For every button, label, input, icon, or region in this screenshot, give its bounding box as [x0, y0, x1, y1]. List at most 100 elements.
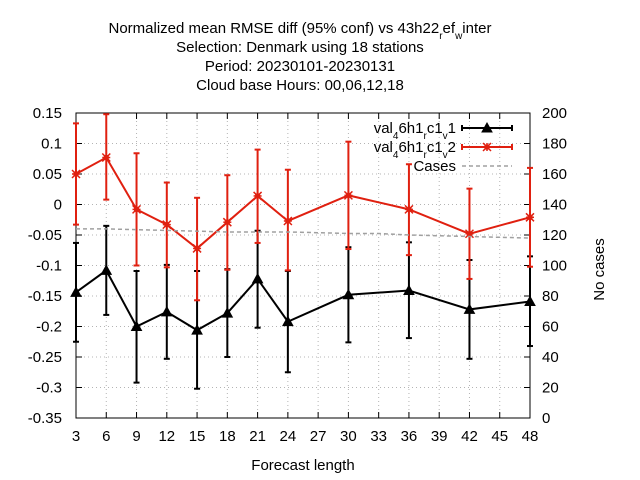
legend-label: Cases — [413, 158, 456, 175]
y2-tick-label: 120 — [542, 227, 567, 244]
data-point — [222, 217, 232, 227]
data-point — [282, 315, 294, 327]
y2-tick-label: 100 — [542, 258, 567, 275]
marker-core — [484, 144, 490, 150]
data-point — [192, 243, 202, 253]
y2-axis-label: No cases — [591, 238, 608, 301]
y-tick-label: 0.15 — [33, 105, 62, 122]
data-point — [482, 142, 492, 152]
data-point — [162, 220, 172, 230]
x-tick-label: 24 — [280, 428, 297, 445]
y2-tick-label: 60 — [542, 319, 559, 336]
y-tick-label: -0.35 — [28, 410, 62, 427]
data-point — [70, 286, 82, 297]
marker-core — [224, 219, 230, 225]
data-point — [160, 305, 173, 317]
marker-core — [406, 206, 412, 212]
data-point — [221, 307, 234, 318]
title-line: Selection: Denmark using 18 stations — [176, 39, 424, 56]
data-point — [343, 190, 353, 200]
y-tick-label: 0.1 — [41, 136, 62, 153]
data-point — [463, 303, 476, 314]
y-tick-label: -0.25 — [28, 349, 62, 366]
y-tick-label: -0.05 — [28, 227, 62, 244]
marker-core — [194, 245, 200, 251]
y2-tick-labels: 0 20 40 60 80 100 120 140 160 180 200 — [542, 105, 567, 427]
data-point — [100, 264, 113, 275]
marker-core — [527, 214, 533, 220]
title-line: Period: 20230101-20230131 — [205, 58, 395, 75]
x-tick-label: 30 — [340, 428, 357, 445]
y-tick-label: -0.2 — [36, 319, 62, 336]
y2-tick-label: 180 — [542, 136, 567, 153]
series-val-46h1-rc1-v1 — [70, 224, 536, 390]
x-tick-label: 15 — [189, 428, 206, 445]
marker-core — [103, 155, 109, 161]
x-tick-label: 6 — [102, 428, 110, 445]
x-tick-label: 36 — [401, 428, 418, 445]
title-line: Normalized mean RMSE diff (95% conf) vs … — [109, 20, 492, 42]
y-tick-label: 0.05 — [33, 166, 62, 183]
data-point — [132, 204, 142, 214]
data-point — [71, 169, 81, 179]
marker-core — [466, 231, 472, 237]
data-point — [481, 121, 493, 133]
y2-tick-label: 80 — [542, 288, 559, 305]
data-point — [403, 284, 415, 296]
x-tick-label: 3 — [72, 428, 80, 445]
data-point — [130, 320, 143, 331]
data-point — [253, 191, 263, 201]
series-line — [75, 268, 531, 332]
marker-core — [134, 206, 140, 212]
x-tick-label: 33 — [370, 428, 387, 445]
marker-core — [285, 218, 291, 224]
data-point — [404, 204, 414, 214]
marker-core — [255, 193, 261, 199]
data-point — [101, 152, 111, 163]
x-tick-label: 12 — [158, 428, 175, 445]
y2-tick-label: 140 — [542, 197, 567, 214]
marker-core — [73, 171, 79, 177]
x-tick-label: 18 — [219, 428, 236, 445]
y2-tick-label: 160 — [542, 166, 567, 183]
legend-label: val46h1rc1v1 — [374, 120, 456, 142]
marker-core — [164, 222, 170, 228]
grid — [75, 112, 531, 419]
x-tick-label: 21 — [249, 428, 266, 445]
y-tick-label: -0.1 — [36, 258, 62, 275]
data-point — [191, 324, 203, 335]
data-point — [251, 272, 264, 284]
data-point — [525, 212, 535, 222]
x-tick-labels: 3 6 9 12 15 18 21 24 27 30 33 36 39 42 45 48 — [72, 428, 539, 445]
y2-tick-label: 40 — [542, 349, 559, 366]
series-cases — [76, 228, 531, 239]
y-tick-label: -0.3 — [36, 380, 62, 397]
chart-title: Normalized mean RMSE diff (95% conf) vs … — [109, 20, 492, 94]
data-point — [283, 216, 293, 226]
y2-tick-label: 20 — [542, 380, 559, 397]
data-point — [524, 295, 536, 306]
y-tick-label: -0.15 — [28, 288, 62, 305]
x-tick-label: 48 — [522, 428, 539, 445]
y2-tick-label: 200 — [542, 105, 567, 122]
y-tick-labels: -0.35 -0.3 -0.25 -0.2 -0.15 -0.1 -0.05 0 0.05 0.1… — [28, 105, 62, 427]
legend-label: val46h1rc1v2 — [374, 139, 456, 161]
x-tick-label: 27 — [310, 428, 327, 445]
x-tick-label: 39 — [431, 428, 448, 445]
series-val-46h1-rc1-v2 — [71, 113, 535, 302]
axis-ticks — [75, 112, 531, 419]
series-layer — [70, 113, 536, 390]
x-tick-label: 9 — [132, 428, 140, 445]
marker-core — [345, 192, 351, 198]
x-axis-label: Forecast length — [251, 457, 354, 474]
data-point — [342, 288, 355, 300]
series-line — [76, 228, 531, 239]
y-tick-label: 0 — [54, 197, 62, 214]
x-tick-label: 45 — [491, 428, 508, 445]
x-tick-label: 42 — [461, 428, 478, 445]
series-line — [75, 156, 531, 250]
y2-tick-label: 0 — [542, 410, 550, 427]
title-line: Cloud base Hours: 00,06,12,18 — [196, 77, 404, 94]
